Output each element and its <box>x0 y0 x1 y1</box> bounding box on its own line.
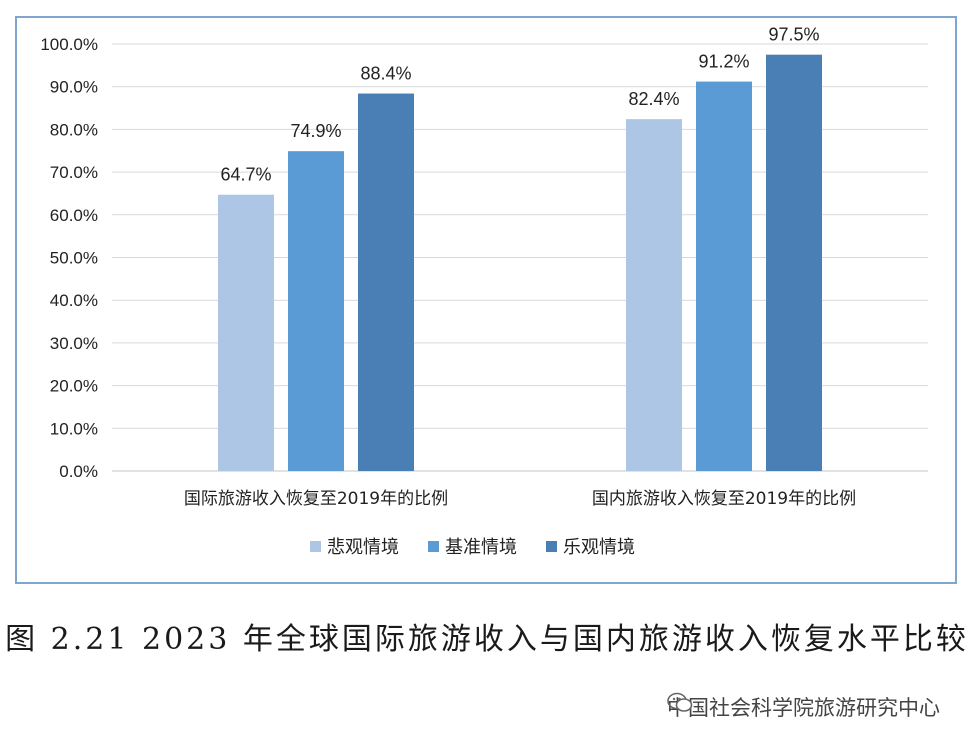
figure-caption: 图 2.21 2023 年全球国际旅游收入与国内旅游收入恢复水平比较 <box>5 622 969 657</box>
source-text: 中国社会科学院旅游研究中心 <box>667 696 940 720</box>
y-tick-label: 100.0% <box>40 35 98 54</box>
bar-chart: 0.0% 10.0% 20.0% 30.0% 40.0% 50.0% 60.0% 70.0% 8… <box>40 25 928 558</box>
wechat-icon <box>667 692 693 712</box>
data-label: 97.5% <box>768 25 819 45</box>
y-tick-label: 50.0% <box>50 249 98 268</box>
legend-swatch <box>546 541 557 552</box>
y-tick-label: 70.0% <box>50 163 98 182</box>
bar <box>218 194 274 471</box>
data-label: 82.4% <box>628 89 679 109</box>
bar <box>288 151 344 471</box>
y-tick-label: 10.0% <box>50 419 98 438</box>
bar <box>626 119 682 471</box>
y-tick-label: 0.0% <box>59 462 98 481</box>
legend-label: 乐观情境 <box>563 537 635 558</box>
data-label: 88.4% <box>360 64 411 84</box>
source-watermark: 中国社会科学院旅游研究中心 <box>667 692 940 722</box>
y-tick-label: 20.0% <box>50 377 98 396</box>
y-tick-label: 90.0% <box>50 78 98 97</box>
bar <box>358 93 414 472</box>
bar <box>766 54 822 472</box>
data-label: 64.7% <box>220 165 271 185</box>
bar <box>696 81 752 472</box>
legend-label: 悲观情境 <box>327 537 399 558</box>
category-label: 国内旅游收入恢复至2019年的比例 <box>592 489 856 509</box>
data-label: 74.9% <box>290 121 341 141</box>
y-tick-label: 80.0% <box>50 120 98 139</box>
legend-label: 基准情境 <box>445 537 517 558</box>
y-tick-label: 30.0% <box>50 334 98 353</box>
legend-swatch <box>310 541 321 552</box>
legend-swatch <box>428 541 439 552</box>
y-tick-label: 40.0% <box>50 291 98 310</box>
y-tick-label: 60.0% <box>50 206 98 225</box>
data-label: 91.2% <box>698 52 749 72</box>
category-label: 国际旅游收入恢复至2019年的比例 <box>184 489 448 509</box>
